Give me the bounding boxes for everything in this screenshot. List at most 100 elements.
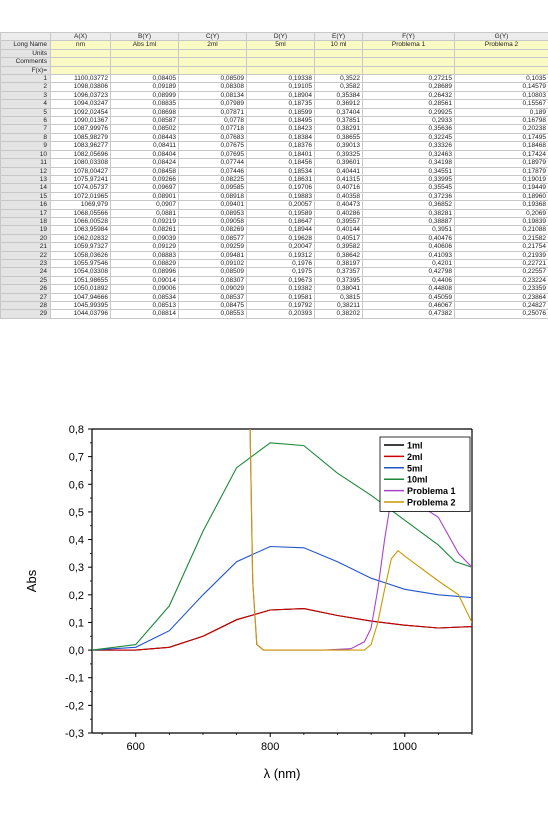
table-cell[interactable]: 0,40473 [314,200,363,210]
meta-row-label[interactable]: Long Name [0,40,51,50]
table-cell[interactable]: 0,09697 [110,183,179,193]
table-cell[interactable]: 0,08534 [110,292,179,303]
table-cell[interactable]: 0,19706 [246,183,315,193]
meta-cell[interactable] [454,57,548,67]
table-cell[interactable]: 0,18944 [246,225,315,235]
table-cell[interactable]: 0,34551 [362,166,455,176]
row-number[interactable]: 13 [0,174,51,185]
table-cell[interactable]: 0,08405 [110,74,179,84]
table-cell[interactable]: 0,3522 [314,74,363,84]
table-cell[interactable]: 1047,94666 [50,292,111,303]
row-number[interactable]: 1 [0,74,51,84]
table-cell[interactable]: 0,3951 [362,225,455,235]
row-number[interactable]: 7 [0,124,51,134]
table-cell[interactable]: 0,18904 [246,90,315,101]
table-cell[interactable]: 0,40476 [362,233,455,244]
row-number[interactable]: 2 [0,82,51,92]
table-cell[interactable]: 0,35636 [362,124,455,134]
table-cell[interactable]: 0,09006 [110,284,179,294]
table-cell[interactable]: 0,09401 [178,200,247,210]
table-cell[interactable]: 0,36852 [362,200,455,210]
table-cell[interactable]: 0,38197 [314,258,363,269]
table-cell[interactable]: 0,19883 [246,191,315,202]
table-cell[interactable]: 0,08814 [110,309,179,319]
table-cell[interactable]: 0,08134 [178,90,247,101]
table-cell[interactable]: 0,09039 [110,233,179,244]
meta-cell[interactable] [178,65,247,76]
table-cell[interactable]: 0,08553 [178,309,247,319]
meta-cell[interactable] [50,65,111,76]
table-cell[interactable]: 0,4201 [362,258,455,269]
table-cell[interactable]: 0,38211 [314,300,363,311]
row-number[interactable]: 21 [0,242,51,252]
table-cell[interactable]: 0,38642 [314,250,363,260]
row-number[interactable]: 4 [0,99,51,109]
table-cell[interactable]: 1059,97327 [50,242,111,252]
column-header[interactable]: G(Y) [454,31,548,42]
table-cell[interactable]: 0,37236 [362,191,455,202]
meta-cell[interactable] [454,48,548,59]
table-cell[interactable]: 0,08261 [110,225,179,235]
table-cell[interactable]: 0,35545 [362,183,455,193]
meta-cell[interactable]: 5ml [246,40,315,50]
table-cell[interactable]: 0,19382 [246,284,315,294]
table-cell[interactable]: 0,08587 [110,116,179,126]
table-cell[interactable]: 0,18456 [246,158,315,168]
table-cell[interactable]: 1092,02454 [50,107,111,118]
table-cell[interactable]: 0,35384 [314,90,363,101]
table-cell[interactable]: 0,26432 [362,90,455,101]
table-cell[interactable]: 0,28689 [362,82,455,92]
row-number[interactable]: 18 [0,216,51,227]
table-cell[interactable]: 1094,03247 [50,99,111,109]
row-number[interactable]: 29 [0,309,51,319]
row-number[interactable]: 6 [0,116,51,126]
table-cell[interactable]: 0,19673 [246,275,315,286]
table-cell[interactable]: 0,39601 [314,158,363,168]
table-cell[interactable]: 0,37395 [314,275,363,286]
table-cell[interactable]: 0,21939 [454,250,548,260]
meta-cell[interactable] [314,48,363,59]
table-cell[interactable]: 1096,03723 [50,90,111,101]
table-cell[interactable]: 1087,99976 [50,124,111,134]
table-cell[interactable]: 0,08424 [110,158,179,168]
table-cell[interactable]: 0,37357 [314,267,363,277]
table-cell[interactable]: 1072,01965 [50,191,111,202]
table-cell[interactable]: 0,08999 [110,90,179,101]
table-cell[interactable]: 0,19338 [246,74,315,84]
meta-cell[interactable]: Problema 1 [362,40,455,50]
table-cell[interactable]: 0,07989 [178,99,247,109]
table-cell[interactable]: 0,40716 [314,183,363,193]
table-cell[interactable]: 0,41315 [314,174,363,185]
table-cell[interactable]: 0,39557 [314,216,363,227]
table-cell[interactable]: 0,18631 [246,174,315,185]
table-cell[interactable]: 0,10803 [454,90,548,101]
table-cell[interactable]: 0,19628 [246,233,315,244]
meta-cell[interactable] [178,48,247,59]
table-cell[interactable]: 0,33995 [362,174,455,185]
table-cell[interactable]: 0,20047 [246,242,315,252]
table-cell[interactable]: 0,18647 [246,216,315,227]
row-number[interactable]: 11 [0,158,51,168]
meta-cell[interactable] [110,48,179,59]
table-cell[interactable]: 0,21088 [454,225,548,235]
table-cell[interactable]: 0,17424 [454,149,548,160]
table-cell[interactable]: 1066,00528 [50,216,111,227]
table-cell[interactable]: 0,25076 [454,309,548,319]
table-cell[interactable]: 0,23224 [454,275,548,286]
table-cell[interactable]: 0,45059 [362,292,455,303]
table-cell[interactable]: 0,18376 [246,141,315,151]
table-cell[interactable]: 0,40441 [314,166,363,176]
row-number[interactable]: 8 [0,132,51,143]
table-cell[interactable]: 0,39582 [314,242,363,252]
table-cell[interactable]: 0,36912 [314,99,363,109]
row-number[interactable]: 12 [0,166,51,176]
meta-cell[interactable] [110,57,179,67]
meta-cell[interactable]: Abs 1ml [110,40,179,50]
table-cell[interactable]: 0,08996 [110,267,179,277]
row-number[interactable]: 27 [0,292,51,303]
table-cell[interactable]: 0,0907 [110,200,179,210]
table-cell[interactable]: 0,1975 [246,267,315,277]
row-number[interactable]: 23 [0,258,51,269]
table-cell[interactable]: 0,4406 [362,275,455,286]
row-number[interactable]: 22 [0,250,51,260]
